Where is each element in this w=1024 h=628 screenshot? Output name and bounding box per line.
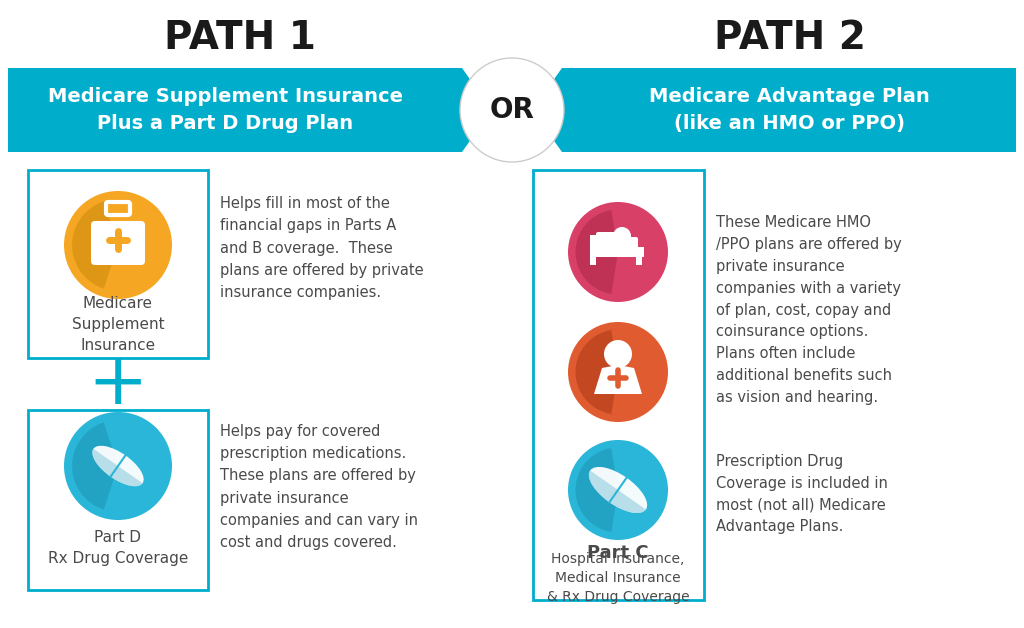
FancyBboxPatch shape — [91, 221, 145, 265]
Text: These Medicare HMO
/PPO plans are offered by
private insurance
companies with a : These Medicare HMO /PPO plans are offere… — [716, 215, 902, 405]
Text: Part D
Rx Drug Coverage: Part D Rx Drug Coverage — [48, 530, 188, 566]
Polygon shape — [532, 68, 1016, 152]
Text: Helps fill in most of the
financial gaps in Parts A
and B coverage.  These
plans: Helps fill in most of the financial gaps… — [220, 196, 424, 300]
Text: PATH 2: PATH 2 — [714, 19, 866, 57]
Circle shape — [604, 340, 632, 368]
Polygon shape — [8, 68, 492, 152]
Polygon shape — [589, 470, 646, 513]
FancyBboxPatch shape — [28, 410, 208, 590]
Text: OR: OR — [489, 96, 535, 124]
Polygon shape — [594, 365, 642, 394]
Text: Prescription Drug
Coverage is included in
most (not all) Medicare
Advantage Plan: Prescription Drug Coverage is included i… — [716, 453, 888, 534]
Bar — [590, 247, 644, 257]
Text: Medicare
Supplement
Insurance: Medicare Supplement Insurance — [72, 296, 164, 354]
Circle shape — [568, 440, 668, 540]
Ellipse shape — [589, 467, 647, 513]
FancyBboxPatch shape — [28, 170, 208, 358]
Bar — [636, 257, 642, 265]
Text: Part C: Part C — [587, 544, 649, 562]
Text: +: + — [88, 350, 148, 420]
Circle shape — [613, 227, 631, 245]
Ellipse shape — [92, 446, 143, 486]
Circle shape — [568, 322, 668, 422]
Polygon shape — [72, 202, 118, 289]
Text: Medicare Advantage Plan
(like an HMO or PPO): Medicare Advantage Plan (like an HMO or … — [648, 87, 930, 133]
Polygon shape — [575, 210, 618, 294]
Polygon shape — [575, 448, 618, 532]
Polygon shape — [575, 330, 618, 414]
FancyBboxPatch shape — [612, 237, 638, 249]
Circle shape — [63, 412, 172, 520]
Text: Hospital Insurance,
Medical Insurance
& Rx Drug Coverage: Hospital Insurance, Medical Insurance & … — [547, 551, 689, 605]
FancyBboxPatch shape — [596, 232, 618, 248]
Polygon shape — [92, 449, 142, 486]
Text: PATH 1: PATH 1 — [164, 19, 316, 57]
Circle shape — [63, 191, 172, 299]
Text: Medicare Supplement Insurance
Plus a Part D Drug Plan: Medicare Supplement Insurance Plus a Par… — [47, 87, 402, 133]
FancyBboxPatch shape — [534, 170, 705, 600]
Bar — [590, 257, 596, 265]
Bar — [590, 235, 597, 257]
Circle shape — [568, 202, 668, 302]
Polygon shape — [72, 423, 118, 510]
Text: Helps pay for covered
prescription medications.
These plans are offered by
priva: Helps pay for covered prescription medic… — [220, 424, 418, 550]
Circle shape — [460, 58, 564, 162]
